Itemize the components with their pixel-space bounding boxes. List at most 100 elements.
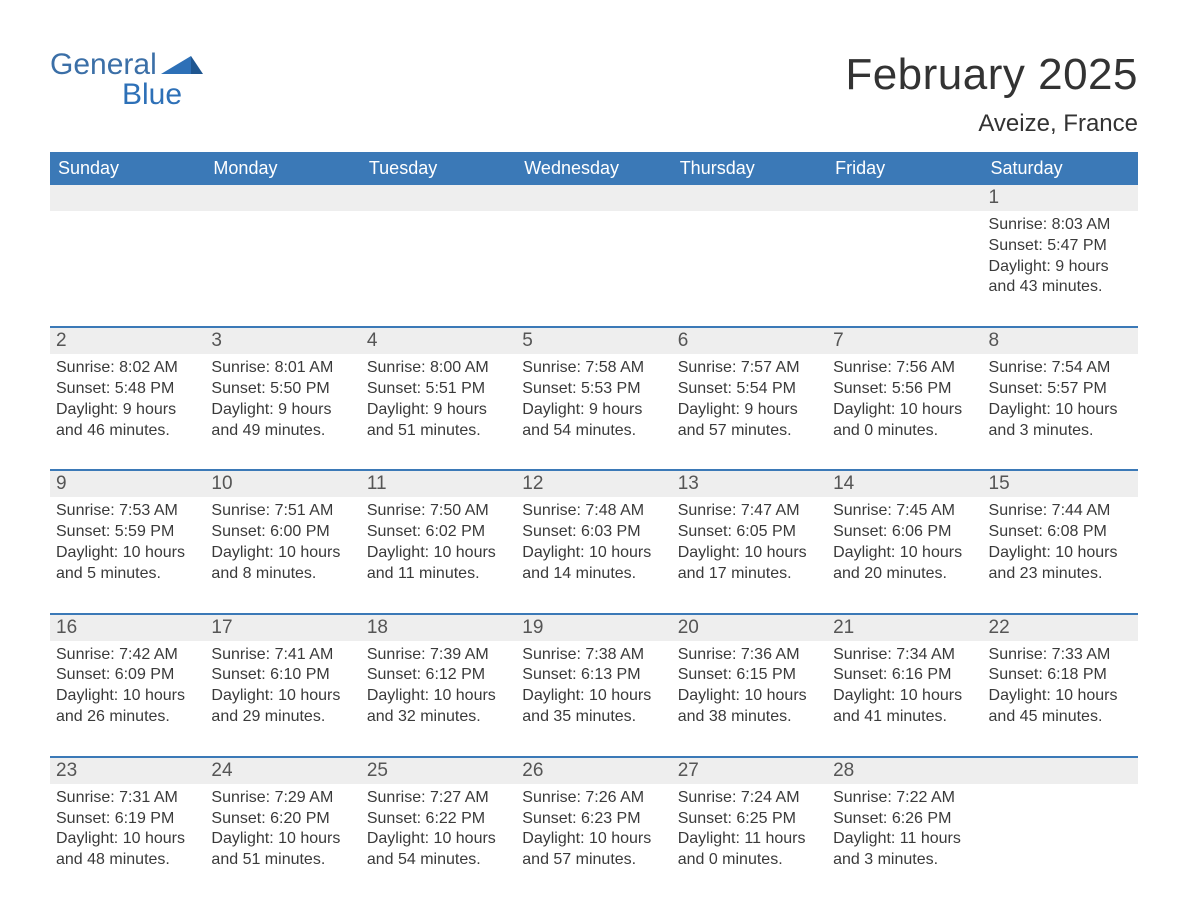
calendar-week: 16171819202122Sunrise: 7:42 AMSunset: 6:… (50, 613, 1138, 756)
daylight-text: Daylight: 11 hours and 3 minutes. (833, 829, 976, 871)
daylight-text: Daylight: 10 hours and 38 minutes. (678, 686, 821, 728)
sunset-text: Sunset: 6:15 PM (678, 665, 821, 686)
sunset-text: Sunset: 6:10 PM (211, 665, 354, 686)
sunrise-text: Sunrise: 7:34 AM (833, 645, 976, 666)
daylight-text: Daylight: 10 hours and 17 minutes. (678, 543, 821, 585)
daylight-text: Daylight: 10 hours and 5 minutes. (56, 543, 199, 585)
day-cell: Sunrise: 7:34 AMSunset: 6:16 PMDaylight:… (827, 645, 982, 728)
sunrise-text: Sunrise: 7:31 AM (56, 788, 199, 809)
sunset-text: Sunset: 6:26 PM (833, 809, 976, 830)
day-cell: Sunrise: 7:22 AMSunset: 6:26 PMDaylight:… (827, 788, 982, 871)
daylight-text: Daylight: 10 hours and 14 minutes. (522, 543, 665, 585)
day-cell: Sunrise: 7:45 AMSunset: 6:06 PMDaylight:… (827, 501, 982, 584)
day-number: 15 (983, 471, 1138, 497)
sunrise-text: Sunrise: 8:03 AM (989, 215, 1132, 236)
day-number (516, 185, 671, 211)
daylight-text: Daylight: 10 hours and 48 minutes. (56, 829, 199, 871)
sunset-text: Sunset: 6:25 PM (678, 809, 821, 830)
sunset-text: Sunset: 6:02 PM (367, 522, 510, 543)
daylight-text: Daylight: 10 hours and 45 minutes. (989, 686, 1132, 728)
daylight-text: Daylight: 10 hours and 32 minutes. (367, 686, 510, 728)
day-number: 27 (672, 758, 827, 784)
sunrise-text: Sunrise: 7:47 AM (678, 501, 821, 522)
day-cell: Sunrise: 7:54 AMSunset: 5:57 PMDaylight:… (983, 358, 1138, 441)
daylight-text: Daylight: 11 hours and 0 minutes. (678, 829, 821, 871)
sunrise-text: Sunrise: 7:57 AM (678, 358, 821, 379)
sunrise-text: Sunrise: 7:53 AM (56, 501, 199, 522)
sunrise-text: Sunrise: 7:27 AM (367, 788, 510, 809)
weekday-sunday: Sunday (50, 152, 205, 185)
weekday-wednesday: Wednesday (516, 152, 671, 185)
logo-top-row: General (50, 50, 203, 80)
calendar-week: 2345678Sunrise: 8:02 AMSunset: 5:48 PMDa… (50, 326, 1138, 469)
sunrise-text: Sunrise: 7:54 AM (989, 358, 1132, 379)
daylight-text: Daylight: 10 hours and 41 minutes. (833, 686, 976, 728)
sunset-text: Sunset: 5:51 PM (367, 379, 510, 400)
day-cell: Sunrise: 7:29 AMSunset: 6:20 PMDaylight:… (205, 788, 360, 871)
sunset-text: Sunset: 6:00 PM (211, 522, 354, 543)
day-number: 26 (516, 758, 671, 784)
month-title: February 2025 (845, 50, 1138, 100)
day-cell: Sunrise: 7:53 AMSunset: 5:59 PMDaylight:… (50, 501, 205, 584)
brand-logo: General Blue (50, 50, 203, 110)
daylight-text: Daylight: 10 hours and 20 minutes. (833, 543, 976, 585)
calendar-week: 1Sunrise: 8:03 AMSunset: 5:47 PMDaylight… (50, 185, 1138, 326)
day-cell: Sunrise: 7:24 AMSunset: 6:25 PMDaylight:… (672, 788, 827, 871)
sunrise-text: Sunrise: 7:22 AM (833, 788, 976, 809)
day-number: 12 (516, 471, 671, 497)
day-cell (361, 215, 516, 298)
sunrise-text: Sunrise: 7:45 AM (833, 501, 976, 522)
day-number: 13 (672, 471, 827, 497)
day-number: 28 (827, 758, 982, 784)
day-details-row: Sunrise: 8:03 AMSunset: 5:47 PMDaylight:… (50, 211, 1138, 326)
day-cell (50, 215, 205, 298)
sunrise-text: Sunrise: 7:39 AM (367, 645, 510, 666)
sunrise-text: Sunrise: 7:33 AM (989, 645, 1132, 666)
day-cell: Sunrise: 7:38 AMSunset: 6:13 PMDaylight:… (516, 645, 671, 728)
daylight-text: Daylight: 10 hours and 23 minutes. (989, 543, 1132, 585)
day-cell (827, 215, 982, 298)
sunset-text: Sunset: 5:50 PM (211, 379, 354, 400)
sunset-text: Sunset: 5:57 PM (989, 379, 1132, 400)
day-details-row: Sunrise: 7:42 AMSunset: 6:09 PM Daylight:… (50, 641, 1138, 756)
daylight-text: Daylight: 10 hours and 0 minutes. (833, 400, 976, 442)
day-details-row: Sunrise: 8:02 AMSunset: 5:48 PMDaylight:… (50, 354, 1138, 469)
daylight-text: Daylight: 9 hours and 49 minutes. (211, 400, 354, 442)
sunset-text: Sunset: 5:54 PM (678, 379, 821, 400)
day-details-row: Sunrise: 7:53 AMSunset: 5:59 PMDaylight:… (50, 497, 1138, 612)
day-cell: Sunrise: 7:50 AMSunset: 6:02 PMDaylight:… (361, 501, 516, 584)
sunset-text: Sunset: 6:09 PM (56, 665, 199, 686)
day-number: 16 (50, 615, 205, 641)
calendar-grid: Sunday Monday Tuesday Wednesday Thursday… (50, 152, 1138, 899)
daylight-text: Daylight: 10 hours and 57 minutes. (522, 829, 665, 871)
day-cell: Sunrise: 7:47 AMSunset: 6:05 PMDaylight:… (672, 501, 827, 584)
daylight-text: Daylight: 9 hours and 54 minutes. (522, 400, 665, 442)
day-cell: Sunrise: 7:36 AMSunset: 6:15 PMDaylight:… (672, 645, 827, 728)
day-number: 8 (983, 328, 1138, 354)
daylight-text: Daylight: 10 hours and 11 minutes. (367, 543, 510, 585)
sunset-text: Sunset: 6:16 PM (833, 665, 976, 686)
day-cell (205, 215, 360, 298)
day-number: 5 (516, 328, 671, 354)
day-number (983, 758, 1138, 784)
sunset-text: Sunset: 6:12 PM (367, 665, 510, 686)
daylight-text: Daylight: 9 hours and 51 minutes. (367, 400, 510, 442)
location-label: Aveize, France (845, 110, 1138, 138)
day-number: 25 (361, 758, 516, 784)
day-number (361, 185, 516, 211)
daylight-text: Daylight: 10 hours and 51 minutes. (211, 829, 354, 871)
sunset-text: Sunset: 5:48 PM (56, 379, 199, 400)
day-number (205, 185, 360, 211)
day-cell: Sunrise: 7:33 AMSunset: 6:18 PMDaylight:… (983, 645, 1138, 728)
sunrise-text: Sunrise: 7:42 AM (56, 645, 199, 666)
daylight-text: Daylight: 9 hours and 43 minutes. (989, 257, 1132, 299)
calendar-week: 232425262728Sunrise: 7:31 AMSunset: 6:19… (50, 756, 1138, 899)
sunrise-text: Sunrise: 8:00 AM (367, 358, 510, 379)
logo-text-blue: Blue (122, 80, 203, 110)
day-cell: Sunrise: 7:58 AMSunset: 5:53 PMDaylight:… (516, 358, 671, 441)
day-number: 22 (983, 615, 1138, 641)
day-cell: Sunrise: 7:48 AMSunset: 6:03 PMDaylight:… (516, 501, 671, 584)
day-cell: Sunrise: 8:02 AMSunset: 5:48 PMDaylight:… (50, 358, 205, 441)
day-number: 21 (827, 615, 982, 641)
day-number (672, 185, 827, 211)
